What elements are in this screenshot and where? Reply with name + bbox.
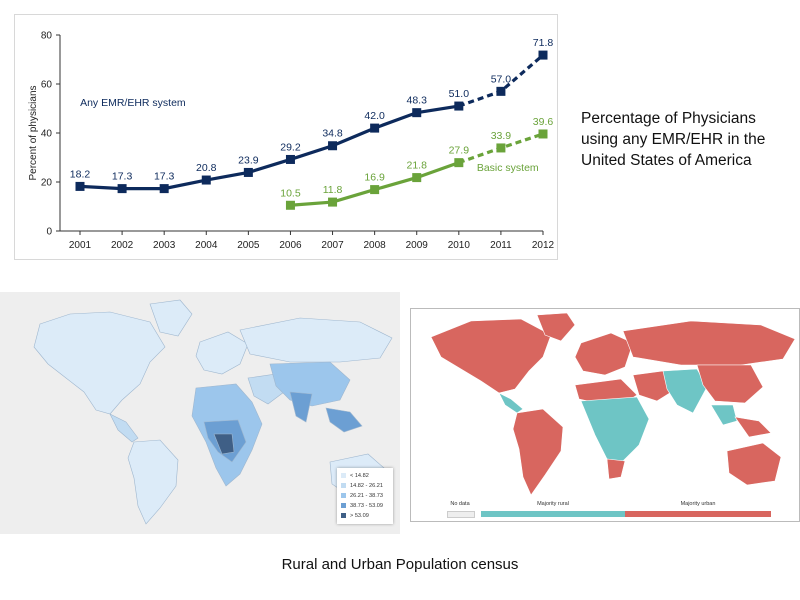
data-point-marker	[412, 173, 422, 183]
data-label: 16.9	[364, 172, 385, 184]
legend-no-data-swatch	[447, 511, 475, 518]
data-label: 48.3	[407, 95, 428, 107]
data-point-marker	[117, 184, 127, 194]
data-label: 51.0	[449, 88, 470, 100]
x-tick-label: 2008	[364, 240, 387, 251]
x-tick-label: 2001	[69, 240, 92, 251]
data-point-marker	[370, 123, 380, 133]
data-point-marker	[328, 141, 338, 151]
world-map-rural	[33, 299, 393, 525]
legend-swatch	[341, 513, 346, 519]
data-label: 39.6	[533, 116, 554, 128]
data-point-marker	[201, 175, 211, 185]
x-tick-label: 2005	[237, 240, 260, 251]
data-label: 21.8	[407, 160, 428, 172]
legend-item: 38.73 - 53.09	[341, 502, 383, 511]
legend-swatch	[341, 473, 346, 479]
urban-rural-map: No data Majority rural Majority urban	[410, 308, 800, 522]
legend-label: > 53.09	[350, 513, 369, 519]
x-tick-label: 2007	[321, 240, 344, 251]
legend-label: 38.73 - 53.09	[350, 503, 383, 509]
y-tick-label: 20	[41, 178, 53, 189]
data-label: 17.3	[112, 171, 133, 183]
data-point-marker	[328, 197, 338, 207]
series-line-solid	[290, 161, 460, 207]
rural-population-map: < 14.82 14.82 - 26.21 26.21 - 38.73 38.73 -…	[0, 292, 400, 534]
x-tick-label: 2010	[448, 240, 471, 251]
legend-swatch	[341, 483, 346, 489]
legend-label: < 14.82	[350, 473, 369, 479]
data-label: 33.9	[491, 130, 512, 142]
y-tick-label: 0	[46, 227, 52, 238]
x-tick-label: 2004	[195, 240, 218, 251]
data-point-marker	[538, 129, 548, 139]
legend-no-data-label: No data	[450, 501, 470, 507]
data-label: 11.8	[323, 184, 343, 196]
world-map-urban-rural	[430, 312, 796, 496]
legend-swatch	[341, 493, 346, 499]
data-point-marker	[243, 167, 253, 177]
emr-line-chart: 0 20 40 60 80 2001 2002 2003 2004 2005 2006 2007 200…	[14, 14, 558, 260]
legend-urban-swatch	[625, 511, 771, 517]
data-label: 18.2	[70, 168, 91, 180]
y-tick-label: 40	[41, 129, 53, 140]
data-label: 34.8	[322, 128, 343, 140]
bottom-caption: Rural and Urban Population census	[281, 556, 519, 573]
chart-canvas: 0 20 40 60 80 2001 2002 2003 2004 2005 2006 2007 200…	[28, 31, 555, 252]
data-label: 42.0	[364, 110, 385, 122]
data-label: 23.9	[238, 154, 259, 166]
x-tick-label: 2006	[279, 240, 302, 251]
data-point-marker	[496, 86, 506, 96]
data-label: 10.5	[280, 187, 301, 199]
legend-rural-label: Majority rural	[537, 501, 569, 507]
data-label: 17.3	[154, 171, 175, 183]
series-line-solid	[79, 104, 460, 191]
map-legend: < 14.82 14.82 - 26.21 26.21 - 38.73 38.73 -…	[337, 468, 393, 524]
x-tick-label: 2011	[490, 240, 512, 251]
legend-urban-label: Majority urban	[680, 501, 716, 507]
y-tick-label: 60	[41, 80, 53, 91]
x-tick-label: 2002	[111, 240, 134, 251]
chart-caption: Percentage of Physicians using any EMR/E…	[581, 110, 766, 169]
data-label: 20.8	[196, 162, 217, 174]
y-tick-label: 80	[41, 31, 53, 42]
data-point-marker	[159, 184, 169, 194]
legend-label: 14.82 - 26.21	[350, 483, 383, 489]
data-point-marker	[538, 50, 548, 60]
x-tick-label: 2009	[406, 240, 429, 251]
data-point-marker	[412, 108, 422, 118]
data-label: 29.2	[280, 141, 301, 153]
legend-rural-swatch	[481, 511, 625, 517]
legend-item: < 14.82	[341, 472, 369, 481]
data-label: 71.8	[533, 37, 554, 49]
legend-item: 14.82 - 26.21	[341, 482, 383, 491]
data-point-marker	[285, 200, 295, 210]
legend-item: > 53.09	[341, 512, 369, 521]
x-tick-label: 2012	[532, 240, 555, 251]
legend-label: 26.21 - 38.73	[350, 493, 383, 499]
legend-swatch	[341, 503, 346, 509]
y-axis-label: Percent of physicians	[28, 85, 39, 180]
data-point-marker	[285, 154, 295, 164]
data-label: 27.9	[449, 145, 470, 157]
series-name-label: Any EMR/EHR system	[80, 97, 186, 109]
data-point-marker	[454, 101, 464, 111]
data-point-marker	[496, 143, 506, 153]
series-name-label: Basic system	[477, 162, 539, 174]
legend-item: 26.21 - 38.73	[341, 492, 383, 501]
data-point-marker	[370, 185, 380, 195]
data-point-marker	[75, 181, 85, 191]
data-point-marker	[454, 158, 464, 168]
x-tick-label: 2003	[153, 240, 176, 251]
data-label: 57.0	[491, 73, 512, 85]
